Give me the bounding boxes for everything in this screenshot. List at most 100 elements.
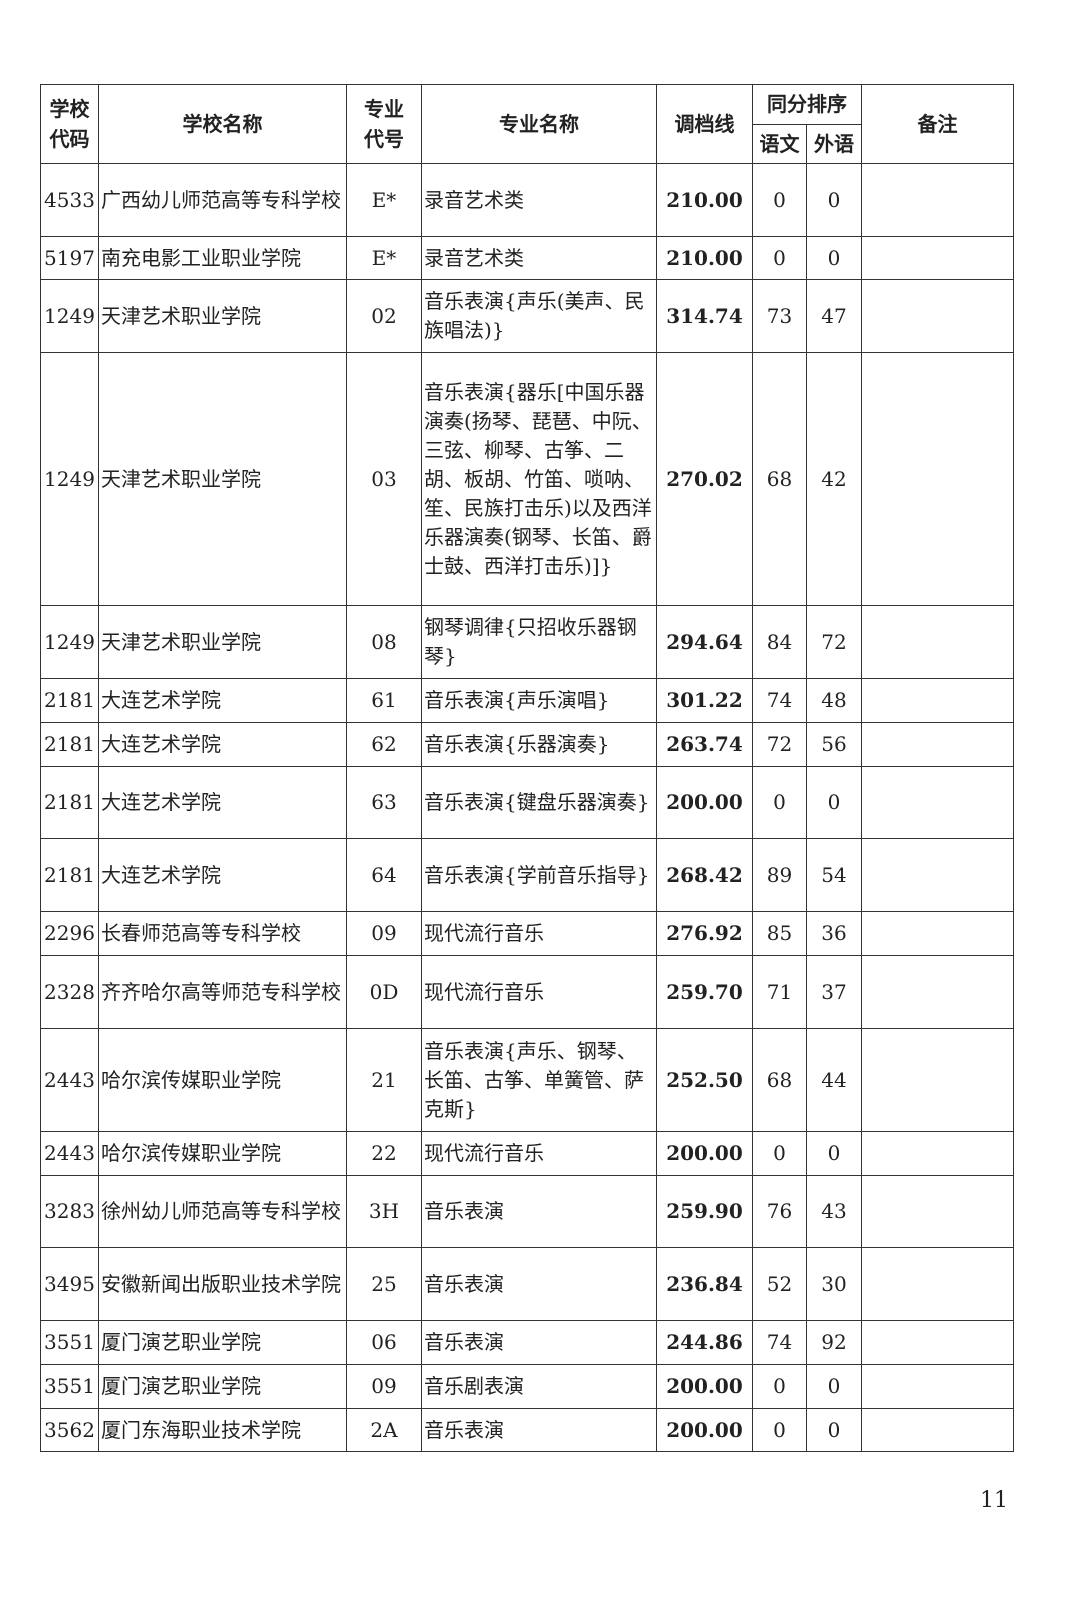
remark-cell bbox=[861, 1028, 1014, 1132]
header-major-name: 专业名称 bbox=[421, 84, 657, 164]
school-code-cell: 2296 bbox=[40, 911, 99, 956]
major-code-cell: 21 bbox=[346, 1028, 422, 1132]
school-code-cell: 2181 bbox=[40, 678, 99, 723]
foreign-rank-cell: 37 bbox=[806, 955, 862, 1029]
header-school-name: 学校名称 bbox=[98, 84, 347, 164]
chinese-rank-cell: 76 bbox=[752, 1175, 807, 1248]
header-foreign: 外语 bbox=[806, 124, 862, 164]
chinese-rank-cell: 52 bbox=[752, 1247, 807, 1321]
school-name-cell: 厦门东海职业技术学院 bbox=[98, 1408, 347, 1452]
major-name-cell: 音乐表演 bbox=[421, 1320, 657, 1365]
remark-cell bbox=[861, 1175, 1014, 1248]
table-row: 2181 大连艺术学院 64 音乐表演{学前音乐指导} 268.42 89 54 bbox=[40, 838, 1014, 912]
table-row: 1249 天津艺术职业学院 02 音乐表演{声乐(美声、民族唱法)} 314.74 73 4… bbox=[40, 279, 1014, 353]
major-code-cell: E* bbox=[346, 236, 422, 280]
table-row: 2181 大连艺术学院 62 音乐表演{乐器演奏} 263.74 72 56 bbox=[40, 722, 1014, 767]
school-name-cell: 大连艺术学院 bbox=[98, 722, 347, 767]
table-row: 1249 天津艺术职业学院 03 音乐表演{器乐[中国乐器演奏(扬琴、琵琶、中阮、三弦… bbox=[40, 352, 1014, 606]
major-name-cell: 现代流行音乐 bbox=[421, 911, 657, 956]
foreign-rank-cell: 54 bbox=[806, 838, 862, 912]
major-name-cell: 音乐表演{学前音乐指导} bbox=[421, 838, 657, 912]
foreign-rank-cell: 48 bbox=[806, 678, 862, 723]
major-name-cell: 音乐表演 bbox=[421, 1247, 657, 1321]
cutoff-score-cell: 270.02 bbox=[656, 352, 753, 606]
school-name-cell: 长春师范高等专科学校 bbox=[98, 911, 347, 956]
header-remark: 备注 bbox=[861, 84, 1014, 164]
table-row: 2181 大连艺术学院 63 音乐表演{键盘乐器演奏} 200.00 0 0 bbox=[40, 766, 1014, 839]
foreign-rank-cell: 42 bbox=[806, 352, 862, 606]
school-name-cell: 哈尔滨传媒职业学院 bbox=[98, 1131, 347, 1176]
major-name-cell: 音乐剧表演 bbox=[421, 1364, 657, 1409]
cutoff-score-cell: 259.70 bbox=[656, 955, 753, 1029]
school-code-cell: 2443 bbox=[40, 1028, 99, 1132]
foreign-rank-cell: 56 bbox=[806, 722, 862, 767]
remark-cell bbox=[861, 722, 1014, 767]
foreign-rank-cell: 0 bbox=[806, 1408, 862, 1452]
chinese-rank-cell: 0 bbox=[752, 1131, 807, 1176]
cutoff-score-cell: 259.90 bbox=[656, 1175, 753, 1248]
school-code-cell: 2181 bbox=[40, 766, 99, 839]
school-code-cell: 1249 bbox=[40, 605, 99, 679]
foreign-rank-cell: 43 bbox=[806, 1175, 862, 1248]
school-name-cell: 大连艺术学院 bbox=[98, 766, 347, 839]
major-name-cell: 录音艺术类 bbox=[421, 163, 657, 237]
major-code-cell: 02 bbox=[346, 279, 422, 353]
chinese-rank-cell: 0 bbox=[752, 163, 807, 237]
cutoff-score-cell: 301.22 bbox=[656, 678, 753, 723]
remark-cell bbox=[861, 838, 1014, 912]
chinese-rank-cell: 68 bbox=[752, 1028, 807, 1132]
major-name-cell: 音乐表演{声乐(美声、民族唱法)} bbox=[421, 279, 657, 353]
major-name-cell: 音乐表演{声乐、钢琴、长笛、古筝、单簧管、萨克斯} bbox=[421, 1028, 657, 1132]
table-row: 2296 长春师范高等专科学校 09 现代流行音乐 276.92 85 36 bbox=[40, 911, 1014, 956]
remark-cell bbox=[861, 1408, 1014, 1452]
major-name-cell: 现代流行音乐 bbox=[421, 1131, 657, 1176]
major-code-cell: 64 bbox=[346, 838, 422, 912]
chinese-rank-cell: 72 bbox=[752, 722, 807, 767]
cutoff-score-cell: 314.74 bbox=[656, 279, 753, 353]
school-code-cell: 3562 bbox=[40, 1408, 99, 1452]
school-name-cell: 厦门演艺职业学院 bbox=[98, 1364, 347, 1409]
foreign-rank-cell: 36 bbox=[806, 911, 862, 956]
remark-cell bbox=[861, 678, 1014, 723]
chinese-rank-cell: 74 bbox=[752, 678, 807, 723]
remark-cell bbox=[861, 236, 1014, 280]
chinese-rank-cell: 84 bbox=[752, 605, 807, 679]
cutoff-score-cell: 294.64 bbox=[656, 605, 753, 679]
chinese-rank-cell: 0 bbox=[752, 766, 807, 839]
header-chinese: 语文 bbox=[752, 124, 807, 164]
school-code-cell: 2443 bbox=[40, 1131, 99, 1176]
header-cutoff: 调档线 bbox=[656, 84, 753, 164]
cutoff-score-cell: 200.00 bbox=[656, 1131, 753, 1176]
major-name-cell: 音乐表演 bbox=[421, 1408, 657, 1452]
major-code-cell: 09 bbox=[346, 1364, 422, 1409]
header-major-code: 专业代号 bbox=[346, 84, 422, 164]
school-code-cell: 2328 bbox=[40, 955, 99, 1029]
table-row: 4533 广西幼儿师范高等专科学校 E* 录音艺术类 210.00 0 0 bbox=[40, 163, 1014, 237]
major-code-cell: 63 bbox=[346, 766, 422, 839]
table-row: 2181 大连艺术学院 61 音乐表演{声乐演唱} 301.22 74 48 bbox=[40, 678, 1014, 723]
foreign-rank-cell: 0 bbox=[806, 163, 862, 237]
foreign-rank-cell: 0 bbox=[806, 236, 862, 280]
remark-cell bbox=[861, 163, 1014, 237]
school-name-cell: 哈尔滨传媒职业学院 bbox=[98, 1028, 347, 1132]
table-row: 3495 安徽新闻出版职业技术学院 25 音乐表演 236.84 52 30 bbox=[40, 1247, 1014, 1321]
school-name-cell: 天津艺术职业学院 bbox=[98, 279, 347, 353]
admission-cutoff-table: 学校代码 学校名称 专业代号 专业名称 调档线 同分排序 备注 语文 外语 45… bbox=[40, 84, 1014, 1452]
school-code-cell: 3551 bbox=[40, 1320, 99, 1365]
school-code-cell: 1249 bbox=[40, 352, 99, 606]
major-name-cell: 音乐表演{器乐[中国乐器演奏(扬琴、琵琶、中阮、三弦、柳琴、古筝、二胡、板胡、竹… bbox=[421, 352, 657, 606]
cutoff-score-cell: 276.92 bbox=[656, 911, 753, 956]
school-code-cell: 1249 bbox=[40, 279, 99, 353]
header-school-code: 学校代码 bbox=[40, 84, 99, 164]
school-code-cell: 5197 bbox=[40, 236, 99, 280]
school-name-cell: 安徽新闻出版职业技术学院 bbox=[98, 1247, 347, 1321]
school-code-cell: 2181 bbox=[40, 838, 99, 912]
remark-cell bbox=[861, 1320, 1014, 1365]
cutoff-score-cell: 252.50 bbox=[656, 1028, 753, 1132]
major-code-cell: 06 bbox=[346, 1320, 422, 1365]
school-code-cell: 2181 bbox=[40, 722, 99, 767]
major-code-cell: E* bbox=[346, 163, 422, 237]
remark-cell bbox=[861, 955, 1014, 1029]
major-name-cell: 音乐表演{键盘乐器演奏} bbox=[421, 766, 657, 839]
table-row: 3551 厦门演艺职业学院 09 音乐剧表演 200.00 0 0 bbox=[40, 1364, 1014, 1409]
